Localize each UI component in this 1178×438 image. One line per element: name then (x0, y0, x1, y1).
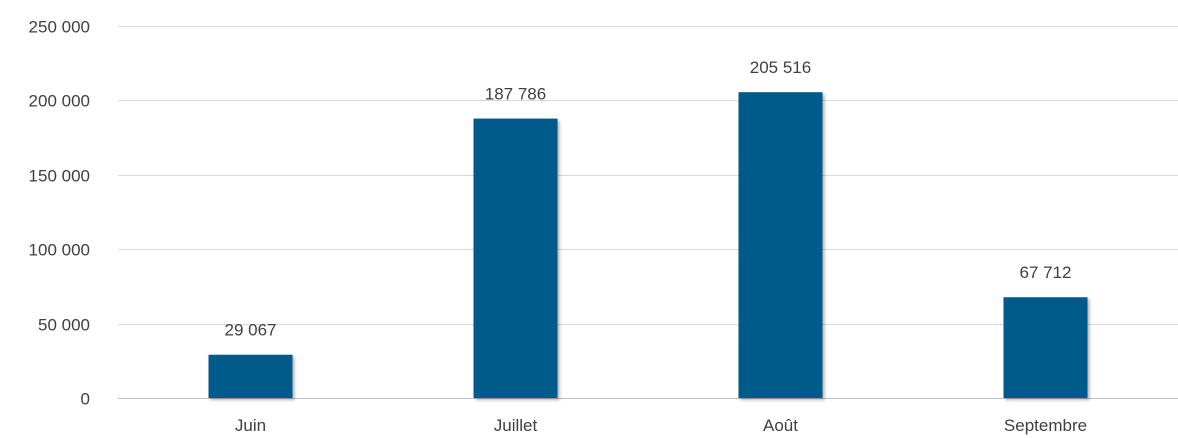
category-label: Août (763, 416, 798, 435)
y-tick-label: 50 000 (38, 316, 90, 335)
y-tick-label: 100 000 (29, 241, 90, 260)
bars (208, 92, 1088, 398)
category-label: Juillet (494, 416, 538, 435)
bar (473, 118, 558, 398)
bar (738, 92, 823, 398)
category-label: Septembre (1004, 416, 1087, 435)
data-label: 29 067 (225, 321, 277, 340)
bar (208, 354, 293, 398)
y-tick-label: 200 000 (29, 92, 90, 111)
data-labels: 29 067 187 786 205 516 67 712 (225, 58, 1072, 340)
data-label: 205 516 (750, 58, 811, 77)
category-label: Juin (235, 416, 266, 435)
y-tick-label: 250 000 (29, 18, 90, 37)
y-axis-tick-labels: 0 50 000 100 000 150 000 200 000 250 000 (29, 18, 90, 409)
y-tick-label: 150 000 (29, 167, 90, 186)
data-label: 67 712 (1020, 263, 1072, 282)
y-tick-label: 0 (81, 390, 90, 409)
x-axis-category-labels: Juin Juillet Août Septembre (235, 416, 1087, 435)
gridlines (118, 26, 1178, 399)
bar (1003, 297, 1088, 398)
data-label: 187 786 (485, 85, 546, 104)
